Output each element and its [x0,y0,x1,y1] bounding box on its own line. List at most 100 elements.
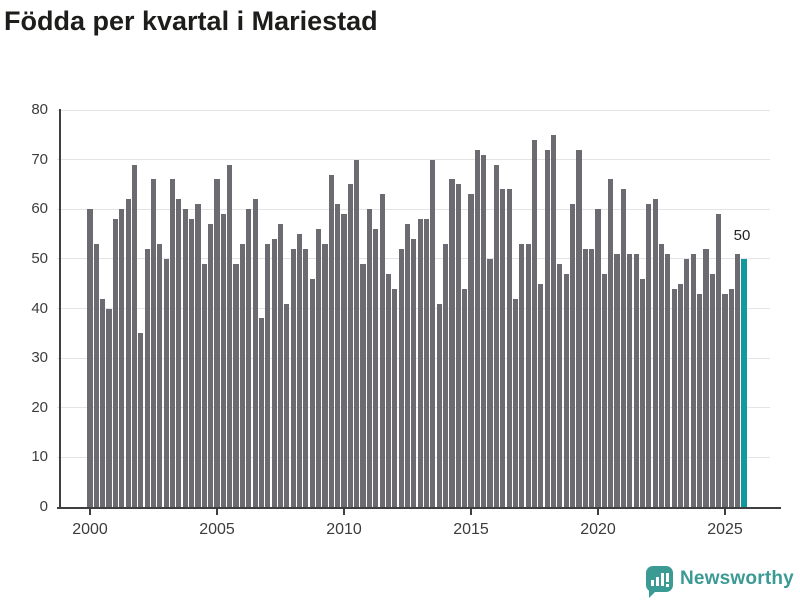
bar [176,199,182,507]
bar [627,253,633,507]
bar [658,243,665,507]
bar [201,263,207,507]
bar [531,139,538,507]
bar [443,243,449,507]
gridline-y-60 [57,208,770,210]
bar [665,253,671,507]
bar [284,303,290,507]
y-axis-label-30: 30 [31,349,48,367]
x-axis-label-2020: 2020 [580,521,616,538]
x-axis-tick-2025 [724,509,726,515]
bar [436,303,442,507]
bar [474,149,480,507]
bar [309,278,315,507]
bar [125,199,131,507]
bar [639,278,646,507]
bar [462,288,468,507]
bar [144,248,150,507]
bar [182,209,188,507]
bar [398,248,404,507]
bar [112,219,118,507]
bar [411,239,417,507]
x-axis-label-2015: 2015 [453,521,489,538]
bar [252,199,258,507]
bar [169,179,176,507]
bar [347,184,353,507]
bar [163,258,169,507]
y-axis-label-70: 70 [31,150,48,168]
y-axis-label-80: 80 [31,101,48,118]
bar [525,243,531,507]
bar [328,174,334,507]
bar [385,273,392,507]
bar [214,179,220,507]
bar [608,179,614,507]
bar [354,159,360,507]
bar [227,164,233,507]
bar-chart-bubble-icon [646,566,673,592]
y-axis-label-20: 20 [31,398,48,416]
bar [341,214,347,507]
bar [379,194,385,507]
bar [500,189,506,507]
bar [709,273,715,507]
bar [671,288,677,507]
highlight-bar [741,258,747,507]
bar [538,283,544,507]
bar [271,239,277,507]
bar [506,189,512,507]
bar [131,164,138,507]
bar [373,229,379,507]
bar [557,263,563,507]
bar [582,248,588,507]
bar [335,204,341,507]
x-axis-label-2025: 2025 [707,521,743,538]
y-axis-label-60: 60 [31,200,48,218]
bar [544,149,550,507]
bar [576,149,582,507]
bar [589,248,595,507]
chart-title: Födda per kvartal i Mariestad [4,6,378,36]
bar [296,234,303,507]
x-axis-label-2005: 2005 [199,521,235,538]
bar [138,333,144,507]
bar [233,263,239,507]
bar [468,194,474,507]
bar [449,179,455,507]
bar [303,248,309,507]
bar [246,209,252,507]
bar [316,229,322,507]
bar [601,273,607,507]
bar [195,204,201,507]
bar [697,293,703,507]
bar [690,253,696,507]
y-axis-label-50: 50 [31,249,48,267]
logo-bubble-tail [649,590,657,598]
y-axis-label-40: 40 [31,299,48,317]
bar [614,253,620,507]
bar [703,248,709,507]
bar [722,293,728,507]
logo-wordmark: Newsworthy [680,568,794,589]
x-axis-tick-2010 [343,509,345,515]
bar [392,288,398,507]
gridline-y-80 [57,109,770,111]
bar [360,263,366,507]
x-axis-label-2000: 2000 [72,521,108,538]
bar [404,224,411,507]
bar [239,243,245,507]
newsworthy-logo[interactable]: Newsworthy [644,563,796,598]
bar [417,219,423,507]
bar [633,253,639,507]
y-axis-label-10: 10 [31,448,48,466]
bar [550,134,557,507]
bar [595,209,601,507]
bar [493,164,499,507]
bar [620,189,626,507]
bar [220,214,226,507]
bar [519,243,525,507]
bar [100,298,106,507]
bar [189,219,195,507]
bar [157,243,163,507]
